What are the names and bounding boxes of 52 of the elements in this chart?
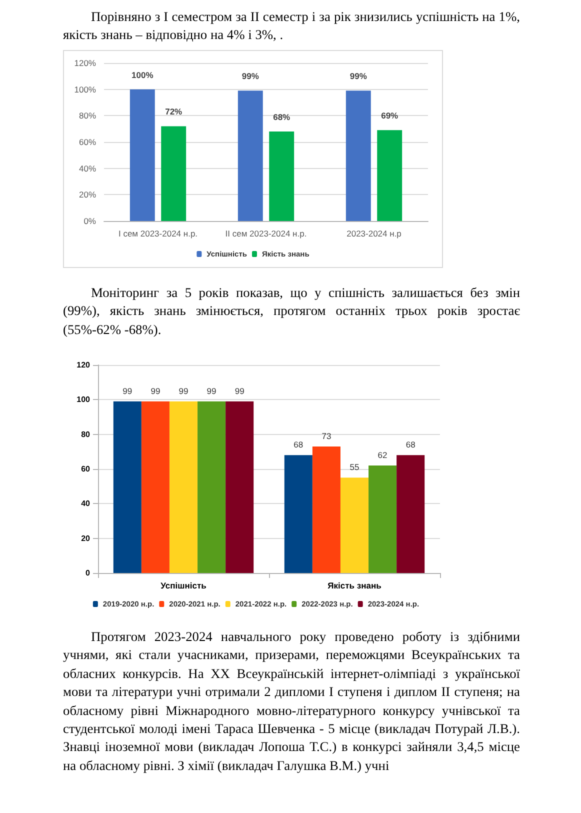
y-tick-label: 60% — [78, 137, 96, 147]
bar — [269, 131, 294, 221]
data-label: 99 — [178, 386, 188, 396]
bar — [161, 126, 186, 221]
bar — [377, 130, 402, 221]
data-label: 69% — [381, 110, 399, 121]
data-label: 68 — [406, 440, 416, 450]
y-tick-label: 20 — [81, 534, 91, 543]
data-label: 68% — [273, 112, 291, 122]
data-label: 72% — [165, 106, 183, 117]
y-tick-label: 0 — [86, 568, 91, 578]
bar — [346, 90, 371, 221]
data-label: 99% — [242, 71, 260, 82]
y-tick-label: 40 — [81, 499, 91, 508]
data-label: 68 — [294, 440, 304, 450]
x-tick-label: 2023-2024 н.р — [346, 228, 402, 238]
y-tick-label: 100 — [76, 395, 91, 404]
data-label: 62 — [378, 450, 388, 460]
data-label: 73 — [322, 430, 332, 441]
bar — [312, 446, 340, 573]
x-tick-label: II сем 2023-2024 н.р. — [225, 228, 307, 238]
bar — [284, 455, 312, 573]
bar — [130, 89, 155, 221]
data-label: 99 — [234, 386, 245, 396]
bar — [396, 455, 425, 573]
bar — [340, 478, 369, 573]
y-tick-label: 60 — [81, 464, 91, 474]
text: Порівняно з I семестром за II семестр і за рік знизились успішність на 1%, якість знань – відповідно на 4% і 3%, . — [63, 8, 520, 44]
y-tick-label: 0% — [84, 216, 96, 226]
data-label: 99 — [122, 386, 132, 396]
y-tick-label: 40% — [78, 163, 96, 174]
text: Моніторинг за 5 років показав, що у спішність залишається без змін (99%), якість знань змінюється, протягом останніх трьох років зростає (55%-62% -68%). — [63, 284, 520, 339]
data-label: 55 — [350, 462, 360, 472]
text: Протягом 2023-2024 навчального року проведено роботу із здібними учнями, які стали учасниками, призерами, переможцями Всеукраїнських та обласних конкурсів. На ХХ Всеукраїнській інтернет-олімпіаді з української мови та літератури учні отримали 2 дипломи I ступеня і диплом II ступеня; на обласному рівні Міжнародного мовно-літературного конкурсу учнівської та студентської молоді імені Тараса Шевченка - 5 місце (викладач Потурай Л.В.). Знавці іноземної мови (викладач Лопоша Т.С.) в конкурсі зайняли 3,4,5 місце на обласному рівні. З хімії (викладач Галушка В.М.) учні — [63, 628, 520, 775]
bar — [238, 90, 263, 221]
x-tick-label: I сем 2023-2024 н.р. — [118, 228, 198, 238]
bar — [169, 401, 198, 573]
bar — [113, 401, 142, 573]
bar — [198, 401, 226, 573]
bar — [141, 401, 170, 573]
bar — [226, 401, 254, 573]
data-label: 100% — [132, 70, 154, 80]
bar — [368, 466, 397, 573]
y-tick-label: 120 — [76, 360, 91, 370]
y-tick-label: 80 — [81, 430, 91, 439]
data-label: 99% — [350, 71, 368, 82]
y-tick-label: 20% — [78, 190, 96, 200]
y-tick-label: 120% — [74, 58, 96, 68]
data-label: 99 — [150, 386, 160, 396]
y-tick-label: 80% — [78, 110, 96, 121]
y-tick-label: 100% — [74, 84, 96, 94]
data-label: 99 — [206, 386, 217, 396]
